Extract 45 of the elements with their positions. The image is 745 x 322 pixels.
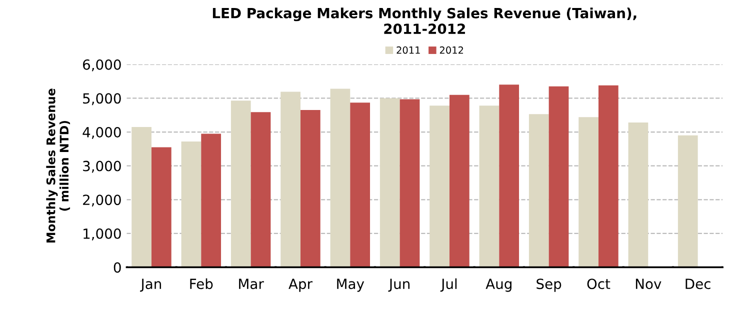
y-axis-title: Monthly Sales Revenue ( million NTD) — [46, 88, 70, 242]
y-tick-label: 1,000 — [84, 228, 121, 240]
bar — [449, 94, 470, 268]
x-tick-label: Jun — [388, 278, 410, 292]
bar — [628, 122, 648, 268]
x-tick-label: Nov — [636, 278, 662, 290]
bar — [499, 84, 520, 268]
bar — [330, 88, 350, 268]
bar — [280, 92, 300, 268]
x-tick-label: Dec — [686, 278, 710, 290]
y-tick-label: 2,000 — [83, 194, 121, 207]
bar — [380, 98, 400, 268]
chart-title: LED Package Makers Monthly Sales Revenue (Taiwan), 2011-2012 — [212, 8, 636, 34]
legend-label: 2011 — [396, 46, 420, 54]
legend-label: 2012 — [440, 46, 463, 54]
bar — [151, 147, 172, 268]
y-tick-label: 4,000 — [82, 126, 121, 139]
bar — [300, 110, 320, 268]
x-tick-label: Jul — [440, 278, 457, 292]
bar — [548, 86, 569, 268]
x-tick-label: Mar — [239, 278, 264, 290]
y-tick-label: 3,000 — [83, 160, 121, 173]
x-tick-label: May — [337, 278, 364, 292]
y-tick-label: 6,000 — [83, 59, 121, 72]
bar — [181, 141, 202, 268]
x-tick-label: Feb — [190, 278, 213, 290]
bar — [400, 99, 420, 268]
bar — [430, 106, 450, 268]
x-tick-label: Oct — [587, 278, 610, 290]
bar — [528, 114, 549, 268]
bar — [250, 112, 271, 268]
bar — [678, 135, 698, 268]
bar — [598, 85, 618, 268]
y-tick-label: 5,000 — [83, 93, 121, 106]
x-tick-label: Sep — [536, 278, 562, 292]
bar — [230, 100, 251, 268]
bar — [578, 117, 598, 268]
y-tick-label: 0 — [114, 262, 121, 273]
bar — [479, 106, 500, 268]
x-tick-label: Aug — [486, 278, 512, 292]
bar — [350, 102, 370, 268]
x-tick-label: Jan — [140, 278, 162, 292]
bar — [132, 126, 152, 268]
bar — [201, 134, 222, 268]
x-tick-label: Apr — [288, 278, 312, 292]
